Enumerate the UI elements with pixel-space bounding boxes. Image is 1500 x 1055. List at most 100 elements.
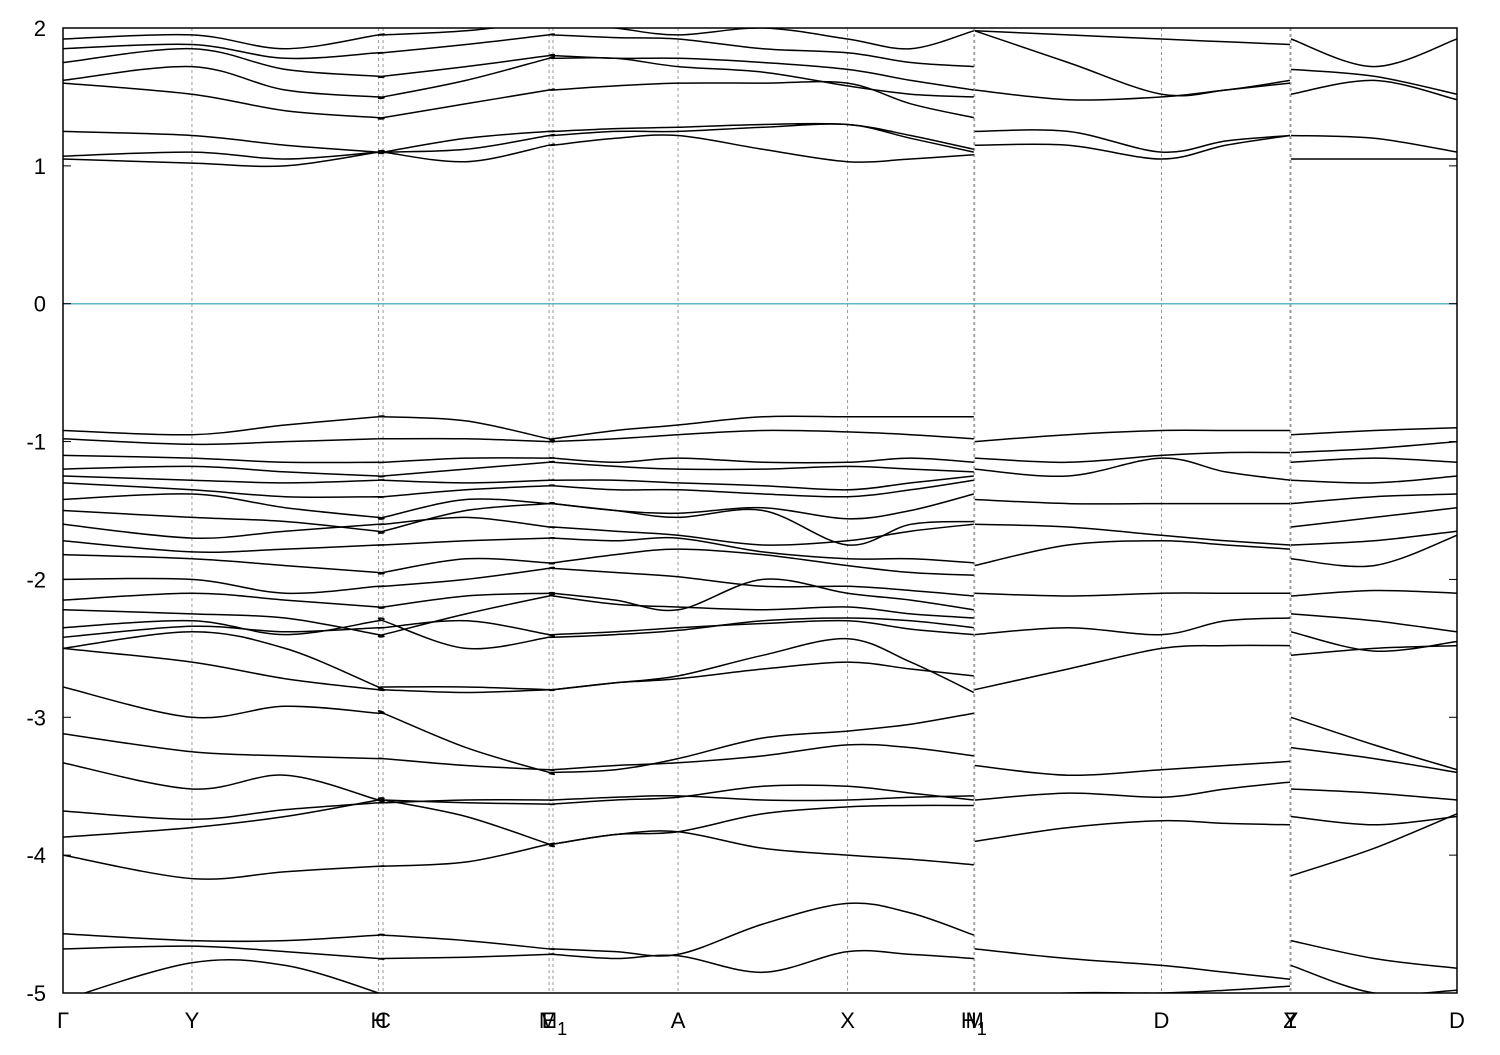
band-line <box>63 593 974 638</box>
y-tick-label: 0 <box>34 292 46 317</box>
band-line <box>974 134 1291 160</box>
band-line <box>1290 134 1457 153</box>
plot-frame <box>62 27 1458 994</box>
y-tick-label: -2 <box>26 567 46 592</box>
band-line <box>63 619 974 639</box>
band-line <box>1290 746 1457 774</box>
band-line <box>1290 613 1457 633</box>
band-line <box>63 80 974 120</box>
band-line <box>63 647 974 694</box>
band-line <box>1290 815 1457 826</box>
x-tick-label: D <box>1154 1008 1170 1033</box>
band-line <box>63 830 974 880</box>
band-line <box>63 123 974 160</box>
band-line <box>1290 939 1457 969</box>
band-line <box>974 429 1290 443</box>
x-tick-label: M1 <box>539 1008 567 1039</box>
x-tick-label: E <box>542 1008 557 1033</box>
band-line <box>63 122 974 155</box>
band-line <box>974 451 1291 464</box>
band-line <box>63 475 974 491</box>
band-line <box>1290 79 1457 101</box>
band-line <box>1290 427 1457 436</box>
band-line <box>63 460 974 478</box>
band-line <box>974 523 1291 546</box>
band-line <box>63 536 974 564</box>
y-tick-label: -1 <box>26 430 46 455</box>
band-line <box>974 540 1291 567</box>
kpoint-guides <box>191 28 1292 993</box>
band-line <box>1290 530 1457 546</box>
band-line <box>974 498 1290 505</box>
band-line <box>1052 985 1291 993</box>
band-line <box>974 592 1290 597</box>
band-line <box>974 457 1291 481</box>
band-line <box>63 454 974 464</box>
band-line <box>974 617 1291 636</box>
y-tick-label: -3 <box>26 705 46 730</box>
band-lines <box>63 28 1457 993</box>
band-line <box>1290 644 1457 657</box>
x-tick-label: M <box>966 1008 984 1033</box>
band-line <box>974 948 1291 980</box>
band-line <box>974 760 1291 777</box>
band-line <box>63 733 974 771</box>
x-tick-label: H <box>371 1008 387 1033</box>
band-line <box>63 134 974 168</box>
y-tick-label: 1 <box>34 154 46 179</box>
band-line <box>1290 589 1457 597</box>
x-tick-label: Y <box>1284 1008 1299 1033</box>
band-line <box>63 578 974 612</box>
band-line <box>1290 493 1457 505</box>
band-line <box>974 30 1291 97</box>
band-line <box>63 479 974 498</box>
band-line <box>63 686 974 776</box>
band-line <box>63 55 974 100</box>
band-line <box>63 33 974 68</box>
band-line <box>1290 68 1457 95</box>
x-tick-label: D <box>1449 1008 1465 1033</box>
band-line <box>974 781 1291 801</box>
y-tick-label: 2 <box>34 16 46 41</box>
y-tick-label: -4 <box>26 843 46 868</box>
band-line <box>1290 813 1457 877</box>
band-line <box>63 47 974 91</box>
band-line <box>63 566 974 597</box>
band-line <box>63 797 974 848</box>
band-line <box>63 548 974 577</box>
x-tick-label: H1 <box>961 1008 987 1039</box>
band-line <box>1290 716 1457 771</box>
band-line <box>1290 475 1457 484</box>
band-line <box>63 28 974 50</box>
band-line <box>63 493 974 520</box>
band-line <box>82 958 381 993</box>
x-tick-label: A <box>671 1008 686 1033</box>
band-line <box>1290 788 1457 801</box>
x-tick-label: Z <box>1283 1008 1296 1033</box>
x-tick-label: X <box>840 1008 855 1033</box>
band-line <box>63 762 974 806</box>
band-line <box>63 617 974 650</box>
band-line <box>974 30 1291 46</box>
band-line <box>1290 534 1457 568</box>
x-tick-label: Γ <box>57 1008 69 1033</box>
band-line <box>63 902 975 957</box>
x-tick-label: C <box>375 1008 391 1033</box>
band-line <box>974 129 1291 153</box>
band-line <box>1290 964 1457 993</box>
band-line <box>63 631 975 694</box>
band-line <box>974 644 1291 691</box>
x-axis: Γ Y HC EM1 A X H1M D ZY D <box>57 1008 1465 1039</box>
band-line <box>63 795 974 821</box>
band-line <box>974 819 1291 843</box>
band-line <box>1290 440 1457 454</box>
y-axis: 2 1 0 -1 -2 -3 -4 -5 <box>26 16 1457 1006</box>
band-line <box>63 415 974 442</box>
band-line <box>63 945 974 974</box>
band-line <box>1290 38 1457 68</box>
y-tick-label: -5 <box>26 981 46 1006</box>
band-line <box>1290 457 1457 464</box>
band-line <box>1290 631 1457 653</box>
